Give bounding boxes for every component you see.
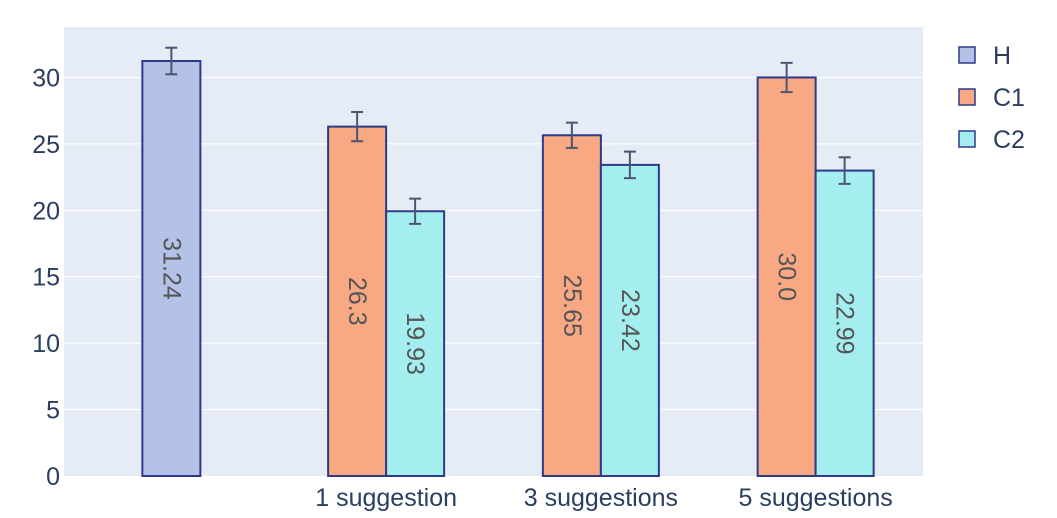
legend-swatch xyxy=(958,46,976,64)
x-tick-label: 1 suggestion xyxy=(315,484,457,512)
data-label: 19.93 xyxy=(401,312,429,375)
x-tick-label: 3 suggestions xyxy=(524,484,678,512)
y-tick-label: 10 xyxy=(32,330,60,358)
legend-label: C2 xyxy=(993,126,1025,154)
legend-label: H xyxy=(993,42,1011,70)
error-bar xyxy=(409,197,422,225)
legend-label: C1 xyxy=(993,84,1025,112)
legend-swatch xyxy=(958,130,976,148)
legend-swatch xyxy=(958,88,976,106)
error-bar xyxy=(565,121,578,149)
x-axis-ticks: 1 suggestion 3 suggestions 5 suggestions xyxy=(315,484,893,512)
bar-c2[interactable] xyxy=(599,163,660,478)
data-label: 23.42 xyxy=(616,289,644,352)
data-label: 26.3 xyxy=(343,277,371,326)
data-label: 22.99 xyxy=(831,292,859,355)
bar-c1[interactable] xyxy=(541,134,602,477)
error-bar xyxy=(623,150,636,180)
legend-item-c2[interactable]: C2 xyxy=(958,126,1025,154)
x-tick-label: 5 suggestions xyxy=(738,484,892,512)
legend-item-h[interactable]: H xyxy=(958,42,1011,70)
data-label: 31.24 xyxy=(157,237,185,300)
y-tick-label: 5 xyxy=(46,397,60,425)
data-label: 30.0 xyxy=(773,252,801,301)
error-bar xyxy=(838,156,851,185)
data-label: 25.65 xyxy=(558,274,586,337)
y-axis-ticks: 0 5 10 15 20 25 30 xyxy=(32,64,60,491)
error-bar xyxy=(780,61,793,94)
y-tick-label: 30 xyxy=(32,64,60,92)
y-tick-label: 15 xyxy=(32,264,60,292)
bar-h[interactable] xyxy=(141,60,202,477)
error-bar xyxy=(165,46,178,76)
bars: 31.24 26.3 19.93 25.65 23.42 30.0 22.99 xyxy=(141,46,875,478)
legend[interactable]: H C1 C2 xyxy=(958,42,1025,154)
y-tick-label: 25 xyxy=(32,131,60,159)
legend-item-c1[interactable]: C1 xyxy=(958,84,1025,112)
y-tick-label: 20 xyxy=(32,197,60,225)
bar-c2[interactable] xyxy=(814,169,875,478)
error-bar xyxy=(351,111,364,143)
y-tick-label: 0 xyxy=(46,463,60,491)
